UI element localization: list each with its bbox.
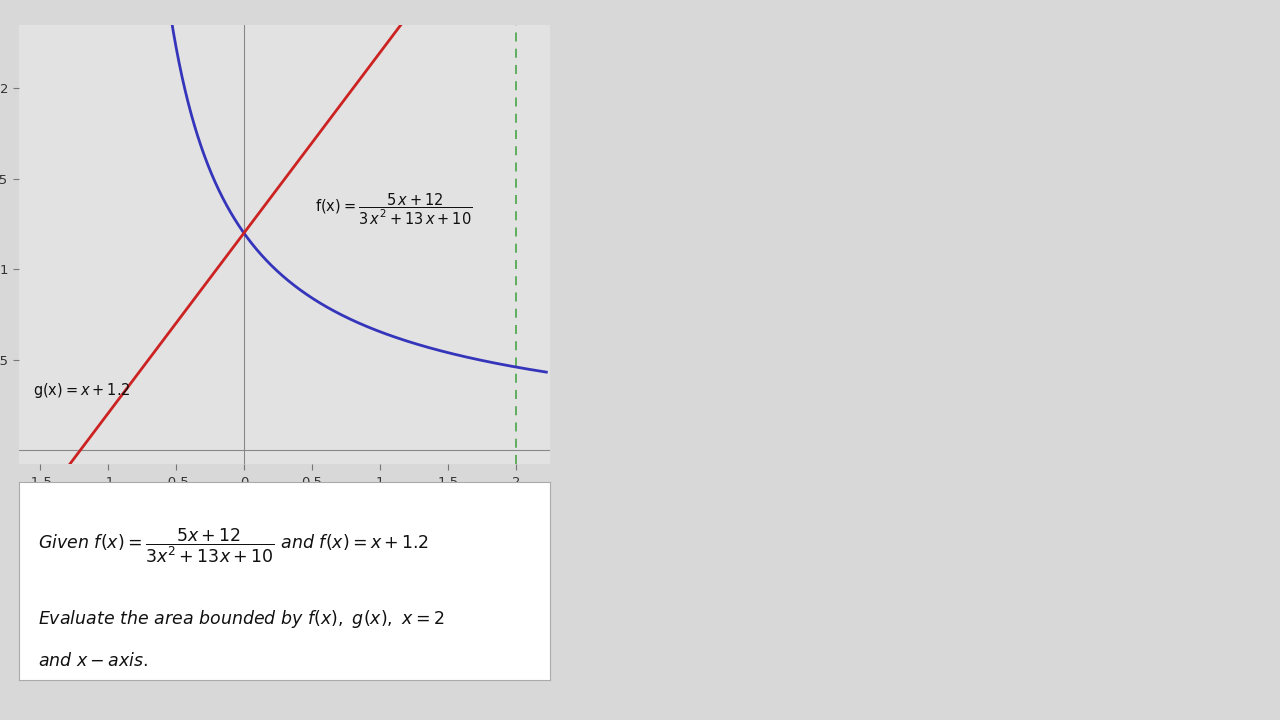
Text: $\mathit{Evaluate\ the\ area\ bounded\ by}\ f(x),\ g(x),\ x = 2$: $\mathit{Evaluate\ the\ area\ bounded\ b… bbox=[38, 608, 444, 630]
Text: $\mathit{and}\ x - \mathit{axis.}$: $\mathit{and}\ x - \mathit{axis.}$ bbox=[38, 652, 148, 670]
Text: $\mathrm{f(x)} = \dfrac{5\,x + 12}{3\,x^2 + 13\,x + 10}$: $\mathrm{f(x)} = \dfrac{5\,x + 12}{3\,x^… bbox=[315, 192, 472, 228]
Text: $\mathrm{g(x)} = x + 1.2$: $\mathrm{g(x)} = x + 1.2$ bbox=[33, 381, 129, 400]
Text: $\mathit{Given}\ f(x) = \dfrac{5x + 12}{3x^2 + 13x + 10}\ \mathit{and}\ f(x) = x: $\mathit{Given}\ f(x) = \dfrac{5x + 12}{… bbox=[38, 526, 429, 565]
